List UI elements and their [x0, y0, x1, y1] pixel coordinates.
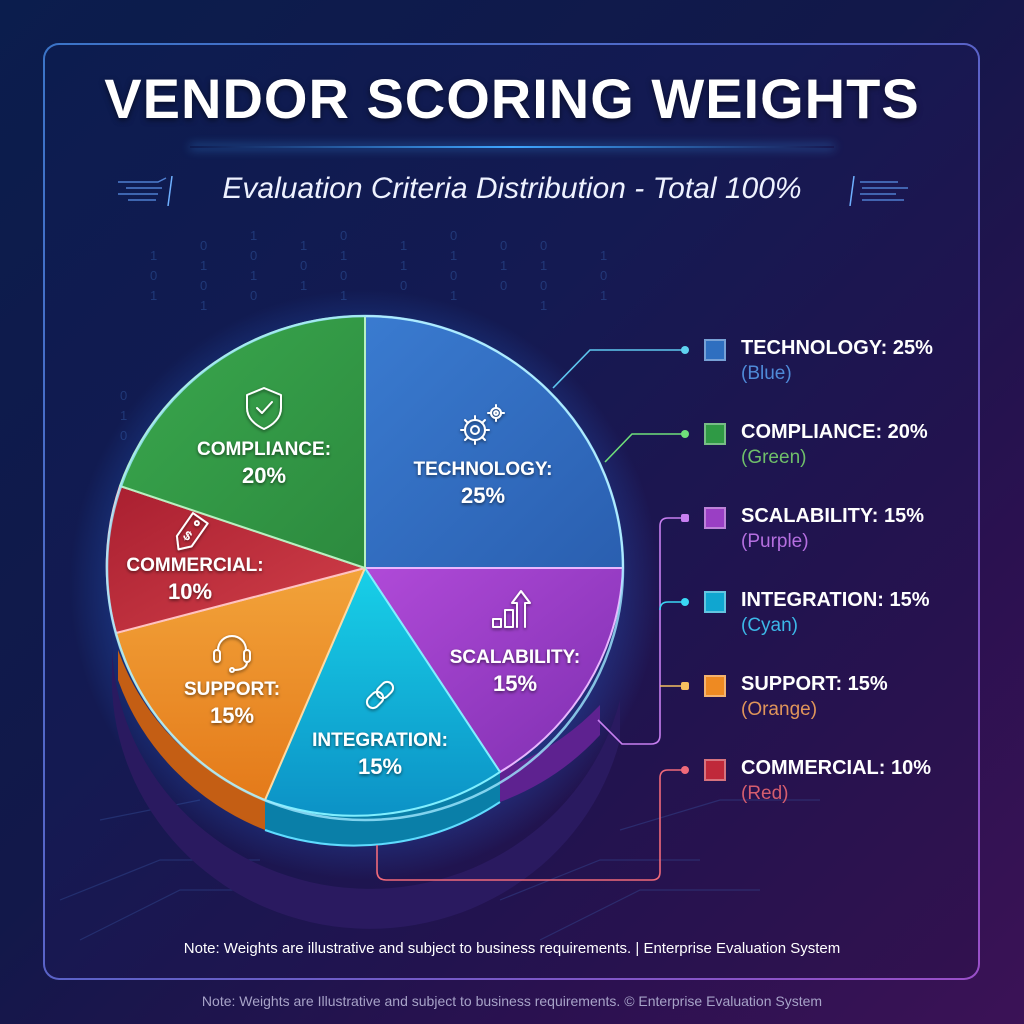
growth-chart-icon [492, 590, 531, 628]
legend-color-name: (Orange) [741, 699, 818, 720]
slice-label-commercial: COMMERCIAL: [126, 555, 263, 576]
shield-check-icon [246, 387, 282, 430]
footer-copyright: Note: Weights are Illustrative and subje… [201, 993, 823, 1009]
page-title: VENDOR SCORING WEIGHTS [104, 67, 920, 130]
svg-text:0: 0 [450, 268, 457, 283]
slice-integration[interactable] [264, 567, 501, 817]
svg-text:0: 0 [120, 388, 127, 403]
svg-text:1: 1 [400, 258, 407, 273]
svg-text:1: 1 [540, 258, 547, 273]
legend-connectors [376, 349, 684, 881]
legend-swatch-orange [704, 675, 726, 697]
svg-text:1: 1 [500, 258, 507, 273]
legend-swatch-cyan [704, 591, 726, 613]
legend-label: COMMERCIAL: 10% [741, 757, 932, 779]
svg-text:1: 1 [250, 228, 257, 243]
pie-side [111, 630, 621, 929]
legend-color-name: (Purple) [741, 531, 809, 552]
legend-swatch-purple [704, 507, 726, 529]
legend-swatch-green [704, 423, 726, 445]
slice-value-technology: 25% [461, 483, 505, 508]
svg-text:1: 1 [300, 278, 307, 293]
pie-slices [105, 314, 624, 817]
legend-label: SCALABILITY: 15% [741, 505, 924, 527]
legend-label: TECHNOLOGY: 25% [741, 337, 933, 359]
svg-text:0: 0 [250, 288, 257, 303]
svg-text:1: 1 [540, 298, 547, 313]
svg-text:1: 1 [600, 288, 607, 303]
legend-label: COMPLIANCE: 20% [741, 421, 928, 443]
legend-color-name: (Red) [741, 783, 789, 804]
legend-label: SUPPORT: 15% [741, 673, 888, 695]
svg-text:1: 1 [200, 258, 207, 273]
slice-value-integration: 15% [358, 754, 402, 779]
svg-text:0: 0 [340, 228, 347, 243]
svg-text:0: 0 [200, 238, 207, 253]
slice-label-support: SUPPORT: [184, 679, 280, 700]
svg-text:0: 0 [540, 238, 547, 253]
svg-text:0: 0 [600, 268, 607, 283]
panel-note: Note: Weights are illustrative and subje… [183, 940, 841, 957]
slice-technology[interactable] [364, 315, 624, 569]
slice-label-compliance: COMPLIANCE: [197, 439, 331, 460]
svg-text:0: 0 [340, 268, 347, 283]
svg-text:1: 1 [150, 288, 157, 303]
svg-text:0: 0 [300, 258, 307, 273]
svg-text:1: 1 [150, 248, 157, 263]
svg-text:1: 1 [400, 238, 407, 253]
gears-icon [460, 404, 505, 445]
title-divider [190, 146, 834, 148]
svg-text:1: 1 [450, 288, 457, 303]
svg-text:1: 1 [200, 298, 207, 313]
svg-text:0: 0 [500, 278, 507, 293]
page-subtitle: Evaluation Criteria Distribution - Total… [222, 172, 802, 205]
svg-text:0: 0 [400, 278, 407, 293]
legend-swatch-blue [704, 339, 726, 361]
svg-text:1: 1 [340, 248, 347, 263]
circuit-icon-left [118, 176, 173, 206]
legend-connector-dots [681, 346, 689, 774]
slice-label-scalability: SCALABILITY: [450, 647, 581, 668]
svg-text:1: 1 [250, 268, 257, 283]
legend-color-name: (Green) [741, 447, 807, 468]
slice-value-scalability: 15% [493, 671, 537, 696]
svg-text:0: 0 [200, 278, 207, 293]
svg-text:1: 1 [450, 248, 457, 263]
slice-value-commercial: 10% [168, 579, 212, 604]
headset-icon [213, 635, 251, 673]
svg-text:1: 1 [300, 238, 307, 253]
slice-label-integration: INTEGRATION: [312, 730, 448, 751]
legend-swatch-red [704, 759, 726, 781]
svg-text:1: 1 [600, 248, 607, 263]
svg-text:0: 0 [540, 278, 547, 293]
legend-color-name: (Blue) [741, 363, 792, 384]
legend-color-name: (Cyan) [741, 615, 799, 636]
circuit-icon-right [849, 176, 908, 206]
slice-label-technology: TECHNOLOGY: [414, 459, 553, 480]
svg-text:0: 0 [250, 248, 257, 263]
svg-text:0: 0 [500, 238, 507, 253]
legend-label: INTEGRATION: 15% [741, 589, 930, 611]
slice-value-compliance: 20% [242, 463, 286, 488]
svg-text:0: 0 [150, 268, 157, 283]
slice-value-support: 15% [210, 703, 254, 728]
svg-text:0: 0 [450, 228, 457, 243]
